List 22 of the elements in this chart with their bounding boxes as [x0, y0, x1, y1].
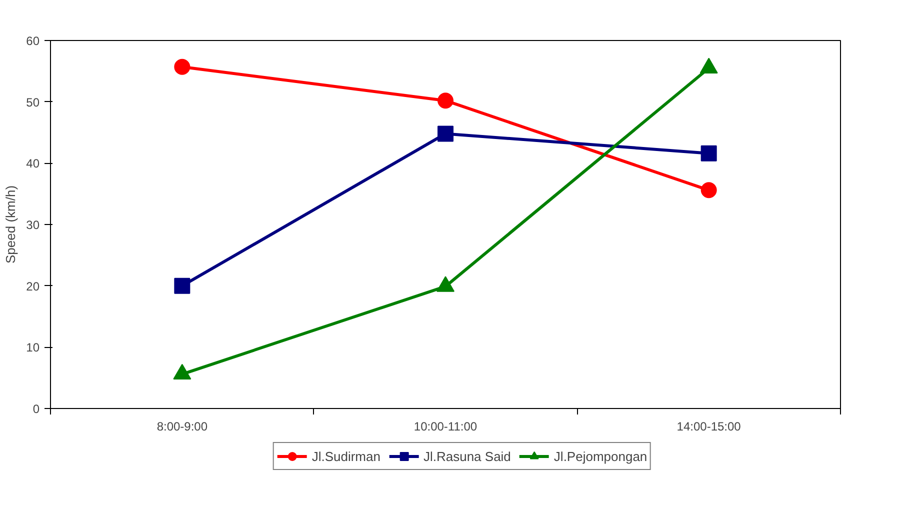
y-tick-label: 60 [26, 34, 40, 48]
x-tick-label: 14:00-15:00 [676, 420, 742, 434]
y-tick-label: 10 [26, 340, 40, 355]
point [174, 278, 190, 294]
point [174, 58, 190, 75]
point [438, 126, 454, 142]
x-tick-label: 10:00-11:00 [414, 420, 478, 434]
x-tick-label: 8:00-9:00 [156, 420, 208, 434]
point [173, 364, 192, 380]
point [700, 145, 717, 162]
point [700, 182, 717, 198]
point [438, 92, 454, 109]
legend-label: Jl.Pejompongan [554, 448, 648, 464]
y-tick-label: 50 [26, 95, 40, 110]
y-tick-label: 30 [26, 218, 40, 232]
y-tick-label: 20 [26, 279, 40, 294]
y-tick-label: 40 [26, 156, 40, 171]
point [436, 276, 454, 292]
y-axis-title: Speed (km/h) [3, 185, 18, 264]
legend-label: Jl.Rasuna Said [423, 448, 511, 464]
y-tick-label: 0 [32, 402, 40, 416]
legend-label: Jl.Sudirman [312, 448, 380, 464]
